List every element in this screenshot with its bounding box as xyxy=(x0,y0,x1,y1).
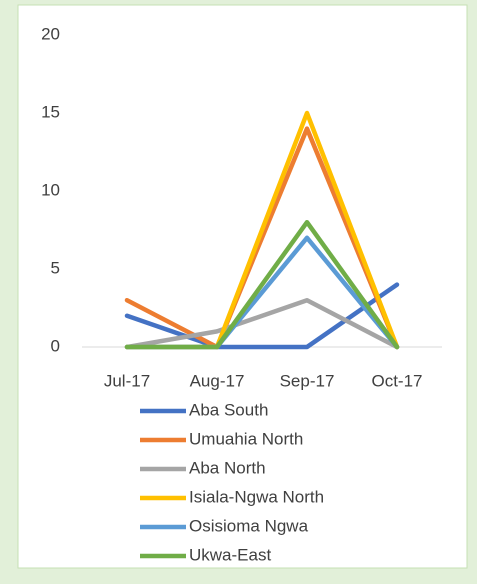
legend-label: Umuahia North xyxy=(189,429,303,448)
y-tick-label: 0 xyxy=(51,336,60,355)
series-line xyxy=(124,297,400,350)
x-tick-label: Oct-17 xyxy=(371,371,422,390)
series-line xyxy=(124,282,400,350)
legend-label: Isiala-Ngwa North xyxy=(189,487,324,506)
x-tick-label: Sep-17 xyxy=(280,371,335,390)
y-tick-label: 15 xyxy=(41,102,60,121)
legend-label: Ukwa-East xyxy=(189,545,271,564)
legend-label: Aba South xyxy=(189,400,268,419)
series-line xyxy=(124,126,400,350)
x-tick-label: Aug-17 xyxy=(190,371,245,390)
y-tick-label: 5 xyxy=(51,258,60,277)
legend-label: Aba North xyxy=(189,458,266,477)
legend-label: Osisioma Ngwa xyxy=(189,516,309,535)
y-tick-label: 10 xyxy=(41,180,60,199)
x-tick-label: Jul-17 xyxy=(104,371,150,390)
y-tick-label: 20 xyxy=(41,24,60,43)
series-line xyxy=(124,219,400,350)
